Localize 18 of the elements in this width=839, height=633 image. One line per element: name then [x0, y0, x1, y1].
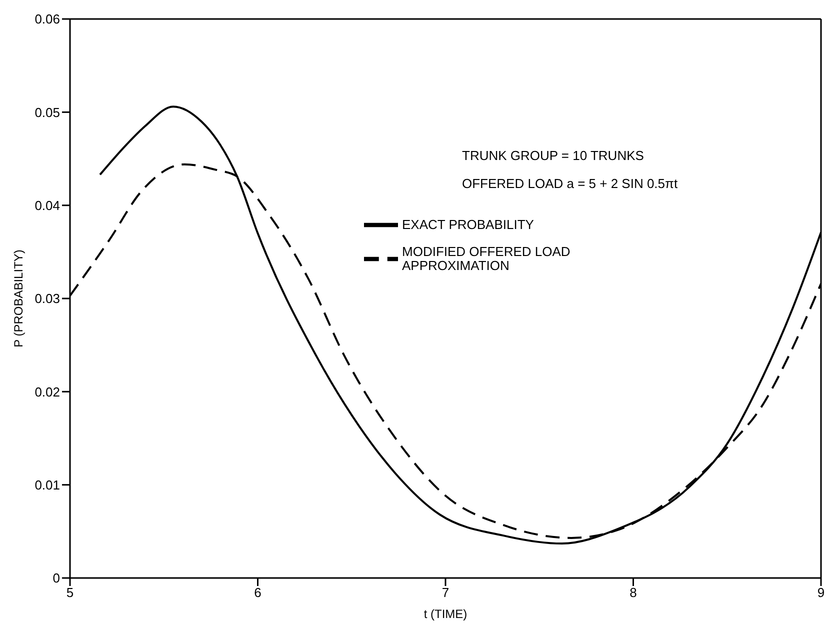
y-tick-label: 0.03	[34, 291, 60, 306]
y-tick-label: 0	[52, 570, 60, 586]
x-tick-label: 7	[442, 585, 450, 600]
x-axis-title: t (TIME)	[424, 607, 468, 621]
x-tick-label: 8	[630, 585, 637, 600]
x-tick-label: 5	[66, 585, 74, 600]
annotation: OFFERED LOAD a = 5 + 2 SIN 0.5πt	[462, 176, 678, 191]
y-tick-label: 0.02	[34, 384, 60, 400]
y-tick-label: 0.06	[34, 12, 60, 27]
annotation: TRUNK GROUP = 10 TRUNKS	[462, 148, 644, 163]
y-axis-title: P (PROBABILITY)	[11, 250, 26, 348]
legend-label: EXACT PROBABILITY	[402, 217, 534, 232]
y-tick-label: 0.05	[34, 104, 60, 120]
x-tick-label: 9	[817, 585, 825, 600]
x-tick-label: 6	[254, 585, 262, 600]
legend-label: MODIFIED OFFERED LOAD APPROXIMATION	[402, 244, 572, 273]
y-tick-label: 0.04	[34, 198, 60, 213]
y-tick-label: 0.01	[34, 477, 60, 492]
